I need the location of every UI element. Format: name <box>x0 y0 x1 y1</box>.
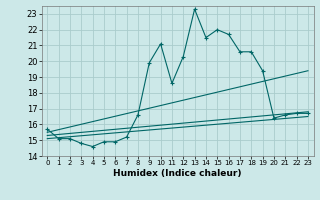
X-axis label: Humidex (Indice chaleur): Humidex (Indice chaleur) <box>113 169 242 178</box>
